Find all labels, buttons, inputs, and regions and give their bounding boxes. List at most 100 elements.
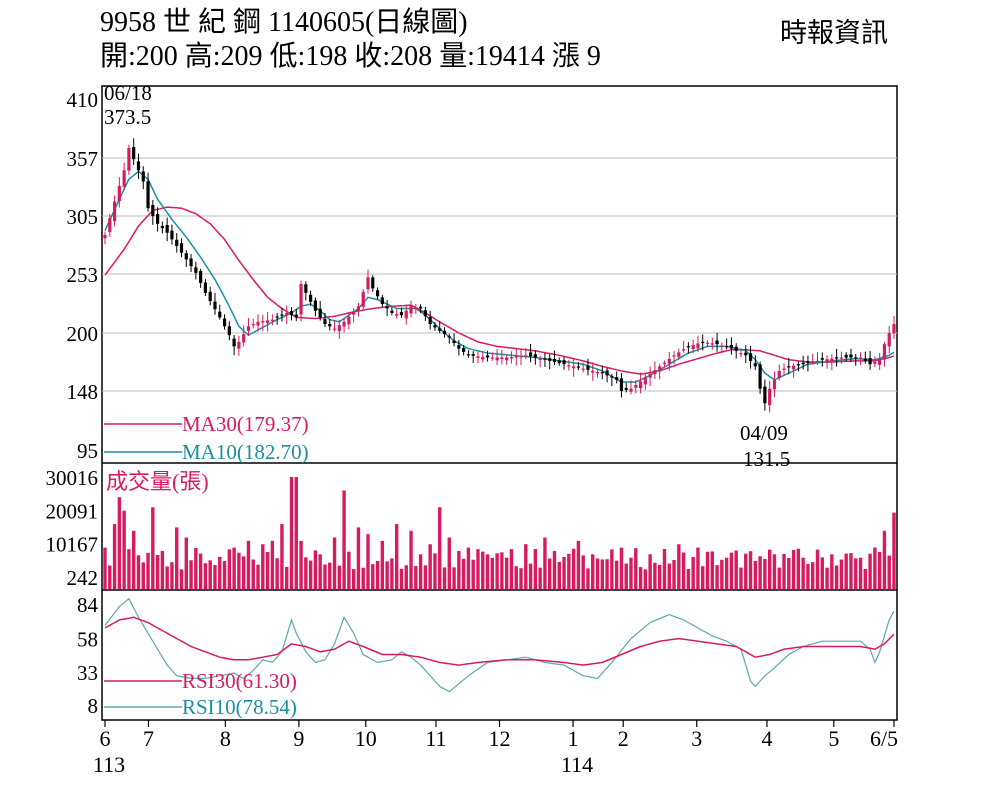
rsi-tick-label: 84 (77, 593, 99, 617)
candle-body (375, 290, 380, 297)
candle-body (820, 358, 824, 360)
candle-body (309, 294, 313, 302)
volume-bar (619, 547, 624, 589)
candle-body (543, 358, 547, 360)
volume-bar (385, 561, 389, 589)
candle-body (160, 225, 164, 229)
volume-bar (791, 549, 796, 589)
price-tick-label: 253 (67, 263, 99, 287)
volume-bar (351, 569, 356, 589)
candle-body (103, 234, 107, 239)
grid-lines (102, 157, 897, 392)
candle-body (342, 321, 346, 327)
volume-bar (734, 550, 738, 589)
candle-body (715, 340, 719, 345)
volume-bar (787, 558, 791, 589)
candle-body (858, 357, 863, 360)
volume-tick-label: 242 (67, 566, 99, 590)
volume-bar (504, 557, 509, 589)
volume-bar (519, 568, 523, 589)
candle-body (576, 366, 580, 368)
candle-body (572, 366, 576, 369)
candle-body (457, 345, 461, 349)
plot-border (101, 85, 898, 721)
volume-bar (438, 507, 442, 589)
volume-bar (581, 555, 585, 589)
candle-body (256, 321, 260, 326)
volume-bar (146, 552, 150, 589)
volume-bar (108, 565, 112, 589)
candle-body (696, 343, 700, 349)
candle-body (682, 349, 686, 351)
candle-body (476, 356, 480, 358)
volume-bar (318, 554, 322, 589)
candle-body (744, 352, 748, 356)
volume-bar (270, 540, 275, 589)
volume-bar (801, 557, 805, 589)
candle-body (179, 243, 184, 253)
volume-bar (605, 559, 609, 589)
volume-bar (375, 560, 380, 589)
candle-body (380, 297, 384, 305)
volume-bar (849, 553, 853, 589)
candle-body (495, 357, 499, 361)
candle-body (251, 324, 255, 326)
volume-bar (179, 569, 184, 589)
volume-bar (614, 560, 619, 589)
volume-bar (839, 559, 844, 589)
volume-bar (767, 549, 772, 589)
candle-body (352, 311, 356, 315)
price-tick-label: 305 (67, 205, 99, 229)
volume-bar (796, 548, 801, 589)
volume-bar (509, 549, 514, 589)
candle-body (108, 218, 112, 233)
candle-body (227, 326, 231, 336)
volume-bar (313, 550, 318, 589)
volume-bar (213, 565, 217, 589)
candle-body (246, 326, 251, 331)
x-month-label: 8 (220, 726, 231, 751)
candle-body (366, 277, 370, 290)
volume-bar (418, 554, 423, 589)
candle-body (122, 170, 126, 187)
candle-body (653, 370, 657, 375)
volume-bar (681, 552, 686, 589)
volume-bar (476, 549, 480, 589)
volume-bar (127, 549, 131, 589)
candle-body (232, 338, 236, 347)
volume-bar (112, 524, 117, 589)
volume-bar (834, 565, 839, 589)
volume-bar (265, 552, 270, 589)
candle-body (705, 342, 710, 344)
candle-body (428, 317, 432, 325)
candle-body (184, 253, 188, 260)
rsi-tick-label: 33 (77, 661, 98, 685)
volume-bar (705, 551, 710, 589)
volume-bar (815, 549, 820, 589)
candle-body (514, 356, 518, 358)
volume-bar (347, 551, 351, 589)
candle-body (112, 201, 117, 222)
volume-bar (194, 547, 198, 589)
candle-body (275, 316, 279, 318)
volume-bar (715, 565, 719, 589)
volume-bar (892, 512, 896, 589)
volume-bar (548, 558, 552, 589)
candle-body (787, 366, 791, 368)
volume-bar (696, 547, 700, 589)
candle-body (285, 312, 289, 316)
volume-bar (289, 477, 294, 589)
volume-bar (557, 561, 561, 589)
x-month-label: 12 (489, 726, 511, 751)
volume-bar (782, 553, 786, 589)
volume-bar (299, 540, 303, 589)
volume-bar (198, 553, 203, 589)
volume-bar (308, 560, 313, 589)
volume-bar (304, 557, 308, 589)
volume-bar (662, 549, 667, 589)
volume-bar (739, 567, 743, 589)
high-date-label: 06/18 (104, 81, 152, 105)
candle-body (189, 258, 193, 267)
candle-body (299, 283, 303, 315)
volume-bar (136, 555, 141, 589)
